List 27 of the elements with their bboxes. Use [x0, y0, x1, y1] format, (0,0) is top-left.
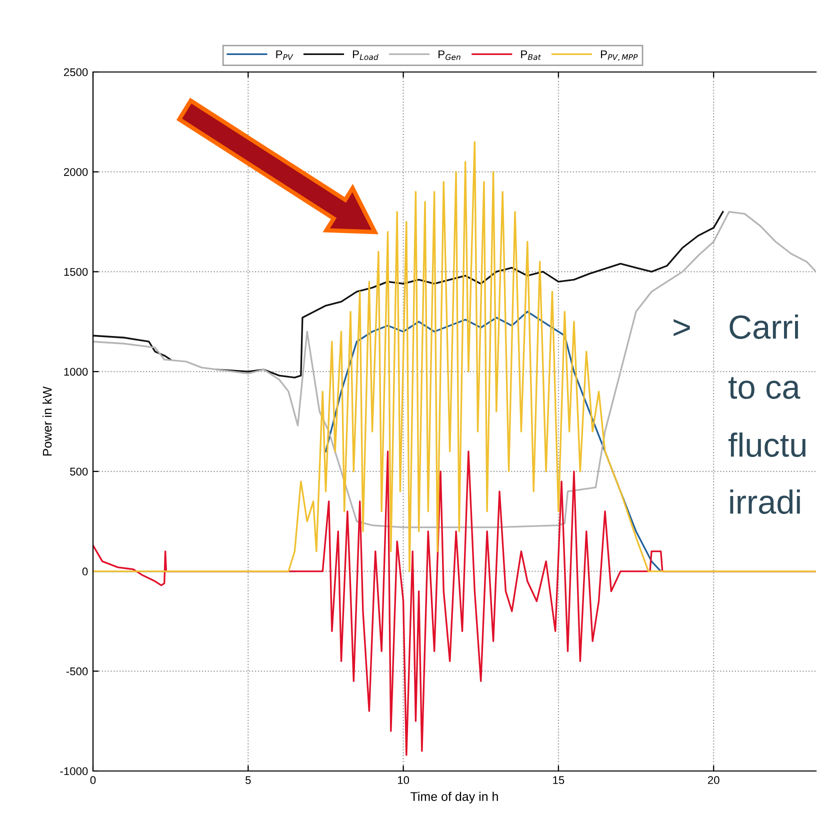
y-tick-label: 1500: [64, 268, 88, 276]
annotation: to ca: [728, 377, 800, 399]
legend-label: P$_{PV}$: [276, 50, 294, 60]
legend-label: P$_{Bat}$: [521, 50, 542, 60]
y-tick-label: -1000: [60, 767, 88, 776]
legend-label: P$_{Load}$: [353, 50, 378, 60]
x-tick-label: 10: [398, 776, 410, 784]
annotation: fluctu: [728, 432, 806, 457]
y-tick-label: 1000: [64, 368, 88, 376]
annotation: irradi: [730, 489, 800, 514]
y-tick-label: 2500: [64, 68, 88, 76]
y-axis-title: Power in kW: [42, 386, 52, 456]
line-series: [93, 210, 816, 528]
y-tick-label: 500: [70, 468, 88, 476]
y-tick-label: -500: [66, 667, 88, 676]
y-tick-label: 2000: [64, 168, 88, 176]
x-tick-label: 15: [553, 776, 564, 784]
legend-label: P$_{PV,MPP}$: [601, 50, 638, 61]
y-tick-label: 0: [82, 568, 88, 576]
x-tick-label: 0: [90, 776, 96, 784]
legend-label: P$_{Gen}$: [438, 50, 460, 60]
annotation: Carri: [730, 314, 798, 339]
annotation: >: [674, 319, 690, 336]
x-tick-label: 20: [708, 776, 720, 784]
x-tick-label: 5: [246, 776, 251, 784]
x-axis-title: Time of day in h: [410, 792, 498, 804]
line-series: [93, 141, 816, 572]
